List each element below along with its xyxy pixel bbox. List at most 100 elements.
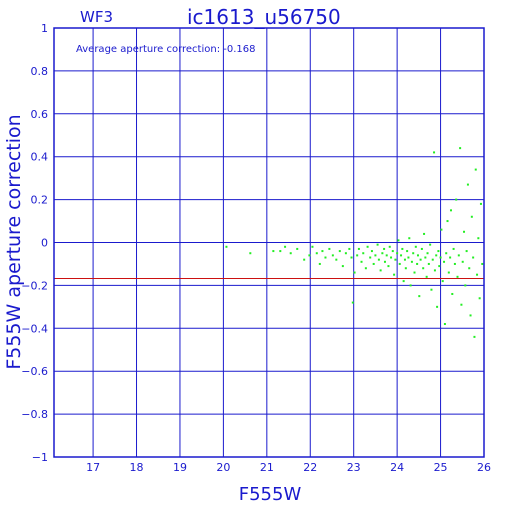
data-point xyxy=(476,273,479,276)
data-point xyxy=(453,262,456,265)
data-point xyxy=(438,265,441,268)
y-tick-label: −0.6 xyxy=(21,365,48,378)
y-tick-label: 0 xyxy=(41,237,48,250)
data-point xyxy=(383,260,386,263)
data-point xyxy=(398,262,401,265)
data-point xyxy=(390,256,393,259)
data-point xyxy=(385,254,388,257)
x-axis-label: F555W xyxy=(239,484,302,505)
data-point xyxy=(433,269,436,272)
data-point xyxy=(409,284,412,287)
data-point xyxy=(473,335,476,338)
data-point xyxy=(474,168,477,171)
data-point xyxy=(296,247,299,250)
data-point xyxy=(360,260,363,263)
data-point xyxy=(356,254,359,257)
data-point xyxy=(404,267,407,270)
data-point xyxy=(348,247,351,250)
data-point xyxy=(439,256,442,259)
data-point xyxy=(427,262,430,265)
x-tick-label: 23 xyxy=(347,461,361,474)
data-point xyxy=(377,258,380,261)
y-tick-label: 0.4 xyxy=(31,151,49,164)
data-point xyxy=(407,256,410,259)
data-point xyxy=(455,198,458,201)
x-tick-label: 26 xyxy=(477,461,491,474)
data-point xyxy=(394,258,397,261)
data-point xyxy=(397,239,400,242)
data-point xyxy=(383,247,386,250)
x-tick-label: 24 xyxy=(390,461,404,474)
data-point xyxy=(468,267,471,270)
data-point xyxy=(426,252,429,255)
data-point xyxy=(328,247,331,250)
y-tick-label: 0.6 xyxy=(31,108,49,121)
data-point xyxy=(440,228,443,231)
x-tick-label: 18 xyxy=(130,461,144,474)
data-points xyxy=(225,147,484,338)
x-tick-label: 17 xyxy=(86,461,100,474)
data-point xyxy=(393,273,396,276)
data-point xyxy=(344,252,347,255)
x-tick-label: 22 xyxy=(303,461,317,474)
data-point xyxy=(466,183,469,186)
data-point xyxy=(456,275,459,278)
data-point xyxy=(465,250,468,253)
data-point xyxy=(452,247,455,250)
data-point xyxy=(449,256,452,259)
data-point xyxy=(441,280,444,283)
x-tick-labels: 17 18 19 20 21 22 23 24 25 26 xyxy=(86,461,491,474)
data-point xyxy=(402,280,405,283)
data-point xyxy=(410,260,413,263)
data-point xyxy=(447,271,450,274)
data-point xyxy=(381,252,384,255)
data-point xyxy=(388,245,391,248)
data-point xyxy=(416,262,419,265)
average-annotation: Average aperture correction: -0.168 xyxy=(76,44,256,55)
data-point xyxy=(430,288,433,291)
y-tick-label: 1 xyxy=(41,22,48,35)
data-point xyxy=(376,243,379,246)
y-axis-label: F555W aperture correction xyxy=(3,114,25,369)
data-point xyxy=(374,254,377,257)
data-point xyxy=(351,301,354,304)
y-tick-label: −0.2 xyxy=(21,279,48,292)
data-point xyxy=(446,220,449,223)
data-point xyxy=(338,250,341,253)
data-point xyxy=(353,271,356,274)
data-point xyxy=(335,258,338,261)
y-tick-labels: 1 0.8 0.6 0.4 0.2 0 −0.2 −0.4 −0.6 −0.8 −1 xyxy=(21,22,48,464)
data-point xyxy=(443,323,446,326)
data-point xyxy=(464,284,467,287)
data-point xyxy=(423,232,426,235)
data-point xyxy=(303,258,306,261)
data-point xyxy=(331,254,334,257)
data-point xyxy=(350,256,353,259)
data-point xyxy=(357,247,360,250)
data-point xyxy=(414,245,417,248)
data-point xyxy=(318,262,321,265)
data-point xyxy=(425,275,428,278)
data-point xyxy=(481,262,484,265)
data-point xyxy=(420,247,423,250)
y-tick-label: 0.2 xyxy=(31,194,49,207)
data-point xyxy=(459,147,462,150)
data-point xyxy=(289,252,292,255)
data-point xyxy=(422,267,425,270)
data-point xyxy=(308,254,311,257)
data-point xyxy=(396,252,399,255)
x-tick-label: 25 xyxy=(434,461,448,474)
data-point xyxy=(469,314,472,317)
x-tick-label: 20 xyxy=(216,461,230,474)
data-point xyxy=(472,256,475,259)
data-point xyxy=(433,151,436,154)
data-point xyxy=(435,254,438,257)
data-point xyxy=(324,256,327,259)
plot-frame xyxy=(53,27,485,458)
data-point xyxy=(341,265,344,268)
data-point xyxy=(470,215,473,218)
x-tick-label: 21 xyxy=(260,461,274,474)
data-point xyxy=(445,252,448,255)
data-point xyxy=(437,250,440,253)
data-point xyxy=(401,247,404,250)
